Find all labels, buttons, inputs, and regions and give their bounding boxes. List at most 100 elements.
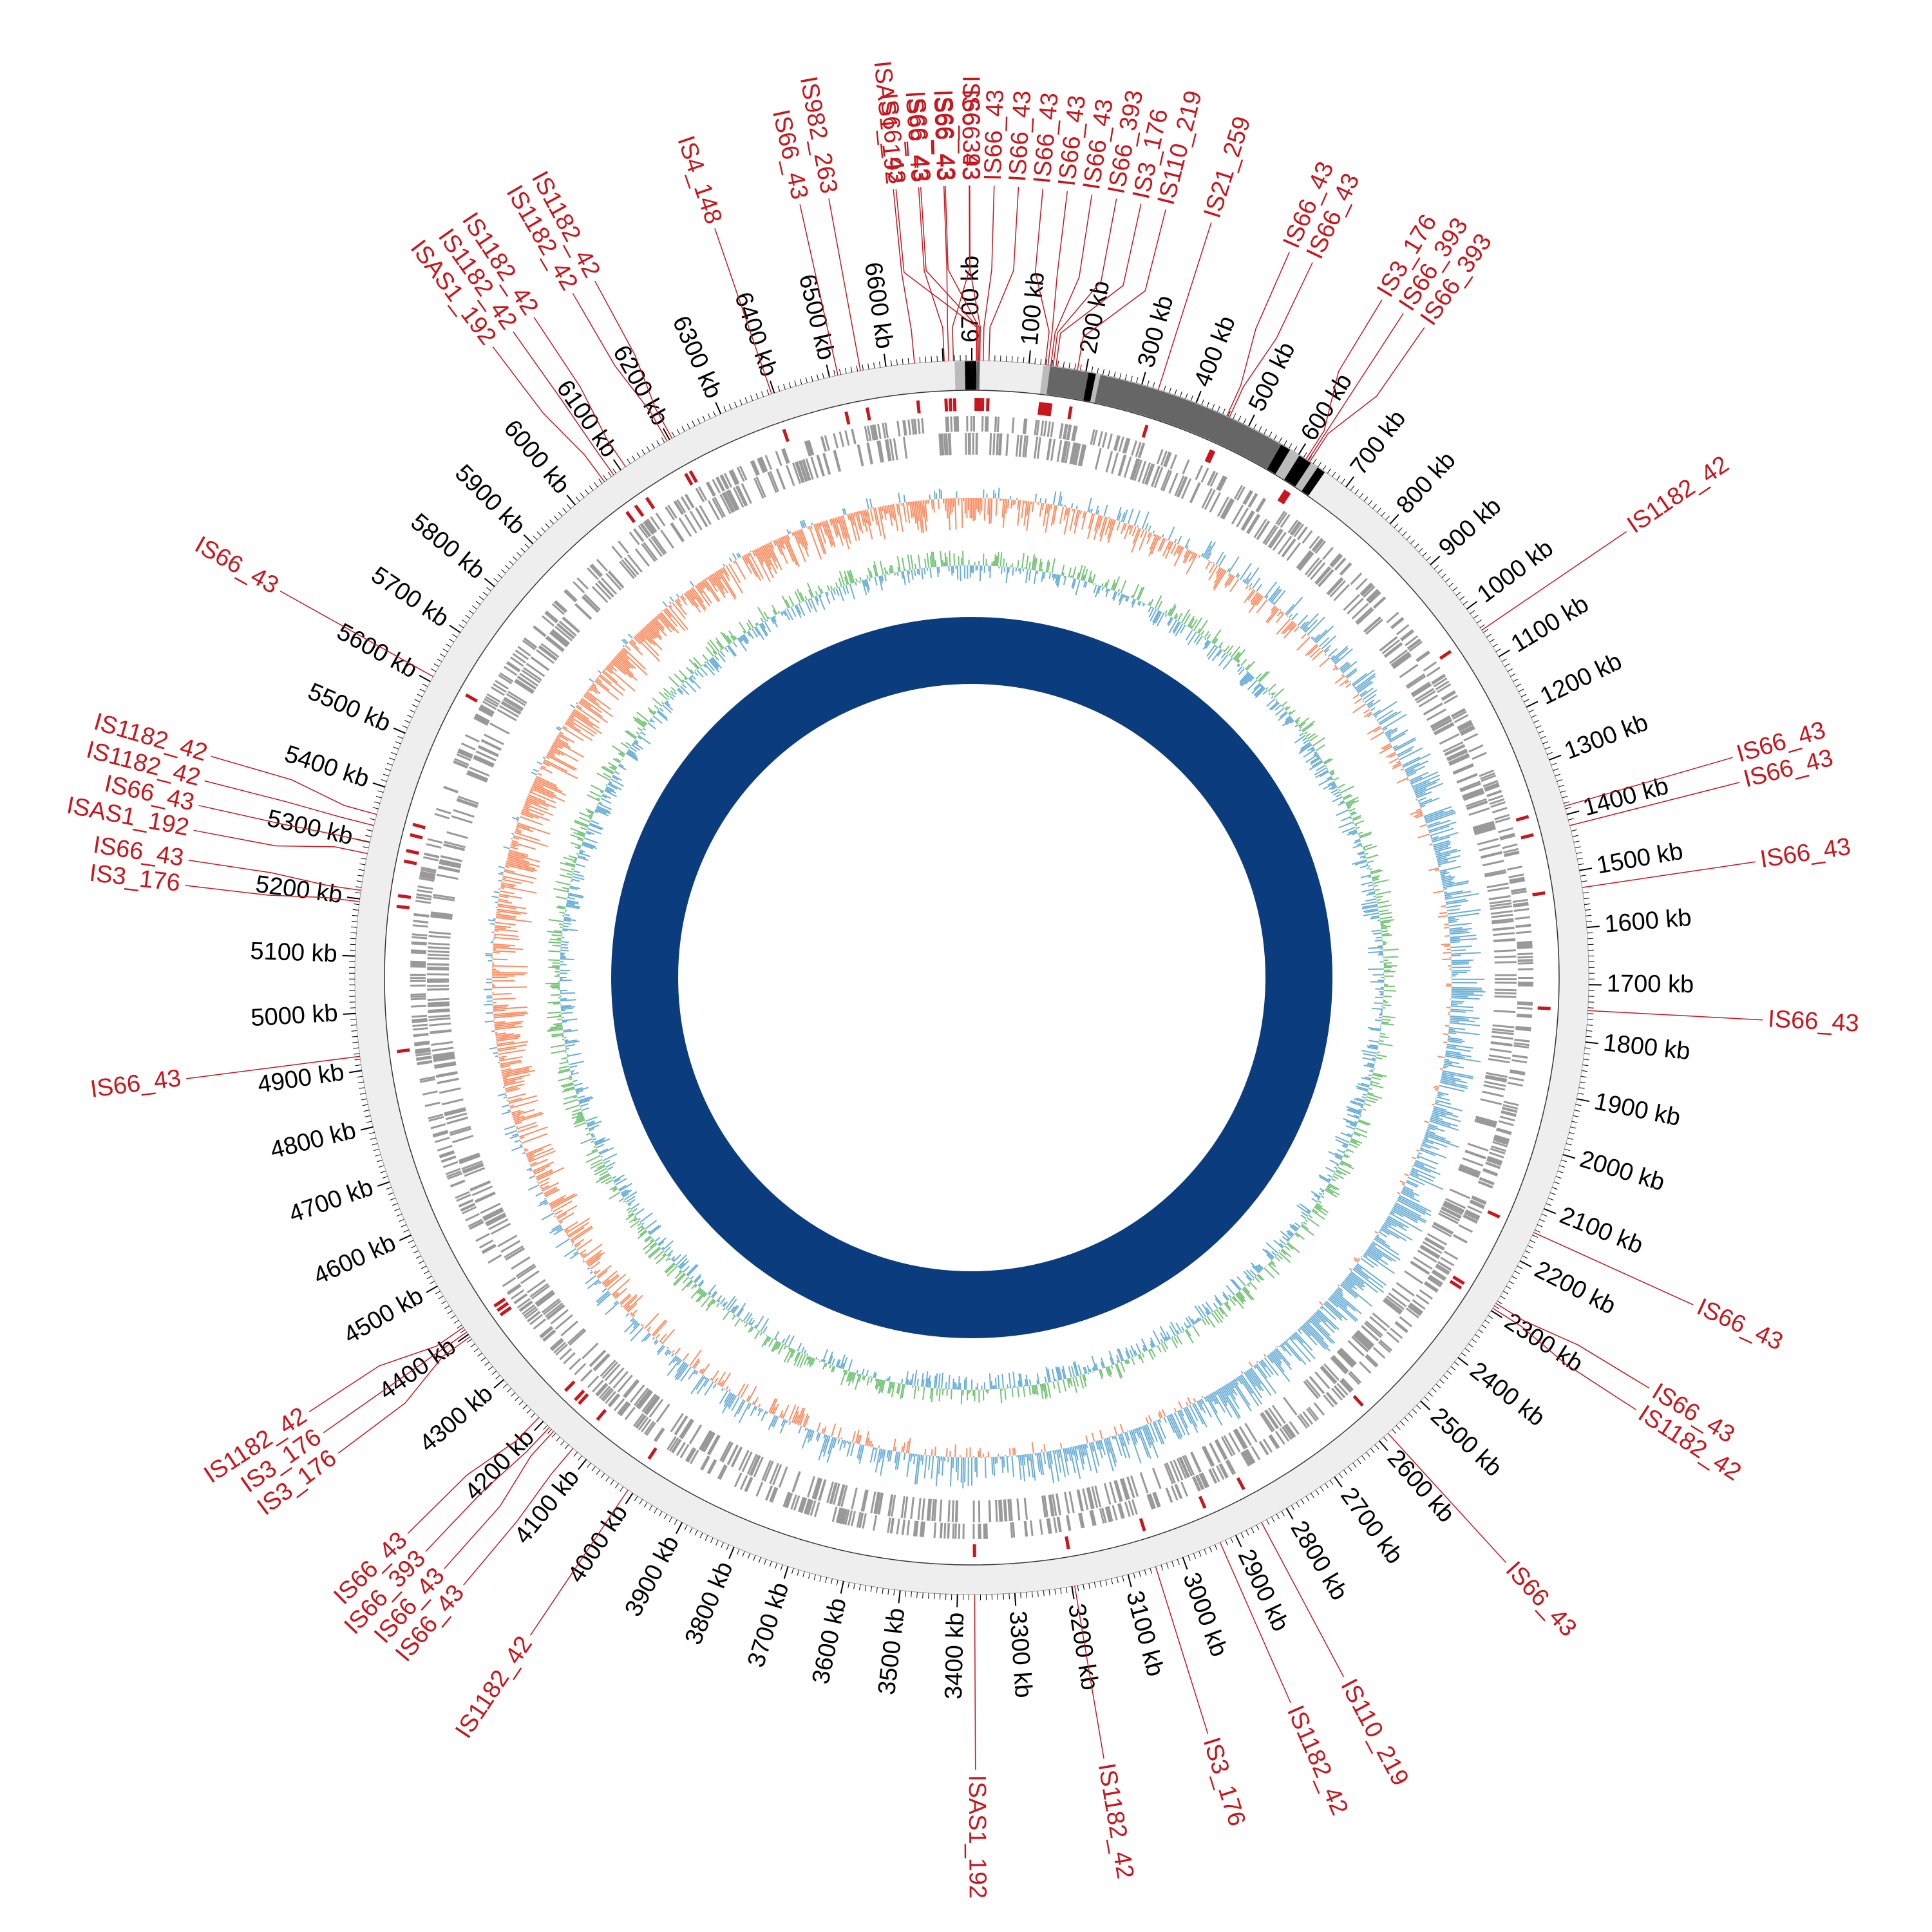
minor-tick bbox=[377, 1159, 383, 1162]
minor-tick bbox=[643, 1502, 648, 1508]
major-tick bbox=[1389, 514, 1399, 525]
minor-tick bbox=[375, 1154, 381, 1157]
insertion-mark bbox=[1047, 403, 1053, 417]
minor-tick bbox=[737, 1549, 740, 1555]
tick-label-3000: 3000 kb bbox=[1177, 1569, 1233, 1660]
minor-tick bbox=[839, 368, 841, 375]
insertion-leader bbox=[1050, 194, 1093, 366]
major-tick bbox=[1378, 1440, 1388, 1452]
minor-tick bbox=[399, 1218, 404, 1222]
tick-label-4300: 4300 kb bbox=[415, 1380, 498, 1457]
minor-tick bbox=[357, 875, 364, 876]
minor-tick bbox=[452, 634, 458, 638]
major-tick bbox=[399, 1234, 412, 1242]
major-tick bbox=[426, 1285, 438, 1293]
minor-tick bbox=[1240, 1532, 1244, 1539]
minor-tick bbox=[911, 1591, 912, 1598]
major-tick bbox=[883, 354, 887, 367]
minor-tick bbox=[1209, 1546, 1213, 1553]
insertion-label: IS4_148 bbox=[672, 133, 727, 228]
insertion-mark bbox=[403, 859, 417, 866]
insertion-mark bbox=[1452, 1275, 1465, 1285]
minor-tick bbox=[1538, 730, 1544, 734]
minor-tick bbox=[1432, 1388, 1437, 1393]
insertion-label: IS66_43 bbox=[902, 90, 935, 183]
minor-tick bbox=[620, 1486, 624, 1492]
minor-tick bbox=[1586, 1030, 1593, 1032]
minor-tick bbox=[1470, 610, 1475, 614]
insertion-label: IS1182_42 bbox=[1622, 451, 1734, 539]
minor-tick bbox=[1577, 857, 1584, 860]
minor-tick bbox=[1119, 373, 1122, 379]
minor-tick bbox=[1048, 1589, 1050, 1596]
insertion-leader bbox=[799, 204, 838, 375]
minor-tick bbox=[1513, 678, 1519, 682]
minor-tick bbox=[788, 382, 791, 388]
minor-tick bbox=[1584, 904, 1591, 905]
minor-tick bbox=[1558, 784, 1564, 788]
minor-tick bbox=[370, 1137, 377, 1140]
minor-tick bbox=[441, 1300, 447, 1305]
minor-tick bbox=[1584, 898, 1590, 900]
minor-tick bbox=[1329, 1479, 1334, 1485]
minor-tick bbox=[503, 1383, 508, 1388]
gene-track bbox=[410, 415, 1534, 1540]
minor-tick bbox=[1540, 735, 1546, 739]
minor-tick bbox=[1586, 1036, 1592, 1037]
minor-tick bbox=[862, 365, 864, 370]
minor-tick bbox=[684, 1524, 688, 1531]
insertion-leader bbox=[425, 1426, 550, 1552]
minor-tick bbox=[813, 1574, 816, 1580]
minor-tick bbox=[1338, 1473, 1343, 1479]
major-tick bbox=[377, 1181, 390, 1187]
tick-label-4000: 4000 kb bbox=[563, 1500, 633, 1587]
minor-tick bbox=[1557, 779, 1563, 782]
minor-tick bbox=[350, 938, 356, 940]
minor-tick bbox=[1501, 658, 1507, 662]
minor-tick bbox=[1412, 1408, 1417, 1414]
minor-tick bbox=[374, 801, 381, 804]
insertion-mark bbox=[684, 473, 694, 486]
minor-tick bbox=[634, 1496, 638, 1502]
insertion-leader bbox=[1074, 1586, 1104, 1759]
major-tick bbox=[449, 625, 461, 634]
minor-tick bbox=[1097, 368, 1099, 374]
region-block-5 bbox=[1046, 366, 1089, 401]
insertion-mark bbox=[493, 1297, 506, 1308]
minor-tick bbox=[520, 547, 526, 553]
insertion-mark bbox=[1515, 815, 1530, 822]
tick-label-6100: 6100 kb bbox=[551, 375, 623, 462]
minor-tick bbox=[1325, 1483, 1329, 1489]
insertion-mark bbox=[782, 428, 790, 442]
minor-tick bbox=[1508, 1280, 1515, 1285]
minor-tick bbox=[850, 366, 853, 373]
insertion-mark bbox=[499, 1306, 512, 1316]
minor-tick bbox=[573, 1452, 578, 1457]
tick-label-3300: 3300 kb bbox=[1004, 1610, 1037, 1699]
minor-tick bbox=[1497, 1300, 1502, 1305]
minor-tick bbox=[368, 1132, 375, 1135]
minor-tick bbox=[462, 619, 468, 624]
minor-tick bbox=[1446, 1370, 1452, 1375]
minor-tick bbox=[1271, 1517, 1275, 1522]
minor-tick bbox=[1225, 1540, 1228, 1546]
major-tick bbox=[676, 1522, 683, 1534]
minor-tick bbox=[1479, 624, 1485, 629]
inner-ring bbox=[611, 617, 1332, 1338]
minor-tick bbox=[562, 507, 567, 513]
insertion-leader bbox=[1219, 1542, 1291, 1703]
major-tick bbox=[1457, 1357, 1469, 1366]
insertion-leader bbox=[893, 189, 915, 364]
insertion-mark bbox=[1352, 1395, 1364, 1407]
minor-tick bbox=[402, 725, 408, 728]
insertion-mark bbox=[496, 1302, 509, 1312]
minor-tick bbox=[1553, 1181, 1560, 1184]
minor-tick bbox=[389, 757, 395, 761]
region-track bbox=[954, 361, 1325, 496]
minor-tick bbox=[605, 1476, 610, 1482]
minor-tick bbox=[1422, 552, 1427, 557]
minor-tick bbox=[404, 720, 410, 723]
tick-label-3800: 3800 kb bbox=[680, 1558, 739, 1649]
minor-tick bbox=[761, 391, 764, 397]
minor-tick bbox=[811, 375, 813, 382]
